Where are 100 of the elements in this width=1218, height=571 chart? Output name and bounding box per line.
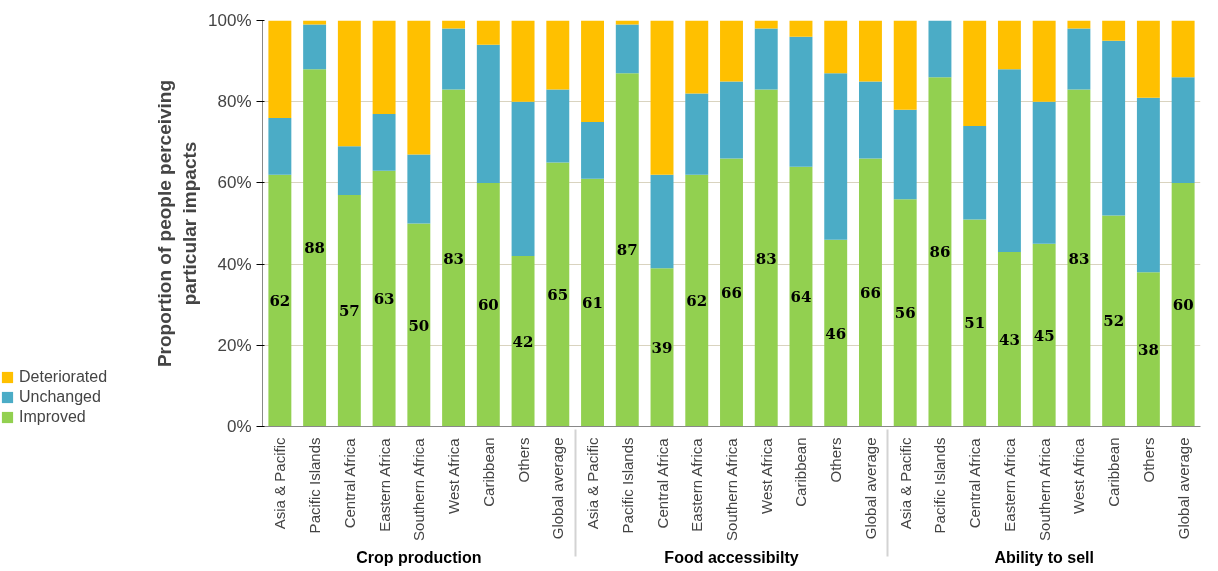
x-tick-label: Others [1139,437,1157,483]
bar [372,113,396,171]
bar [997,251,1021,427]
bar [928,20,952,78]
data-label: 66 [721,284,742,303]
bar [720,20,743,82]
bar [546,162,570,427]
x-tick-label: Pacific Islands [931,437,949,534]
bar [1136,97,1160,273]
bar [754,28,778,90]
data-label: 46 [825,324,847,343]
bar [650,174,674,269]
x-tick-label: Southern Africa [723,437,740,541]
bar [268,117,292,175]
y-tick-label: 60% [217,173,252,193]
bar [372,170,396,427]
bar [963,20,987,127]
data-label: 60 [477,296,499,315]
bar [1032,20,1056,102]
x-tick-label: Caribbean [479,437,497,507]
bar [1136,20,1160,98]
data-label: 45 [1033,326,1055,345]
data-label: 52 [1103,312,1125,331]
bar [754,20,778,29]
bar [476,20,500,45]
x-tick-label: Global average [861,437,879,540]
bar [754,89,778,427]
bar [581,20,604,122]
y-tick-label: 100% [208,11,252,30]
data-label: 62 [686,292,708,311]
data-label: 64 [790,288,812,307]
bar [407,223,431,427]
x-tick-label: Others [514,437,532,483]
bar [546,89,570,163]
bar [963,126,987,220]
bar [581,178,604,427]
bar [615,20,639,25]
x-tick-label: Caribbean [1105,437,1123,507]
data-label: 66 [860,284,881,303]
text: Ability to sell [994,548,1094,566]
bar [1102,40,1126,216]
bar [268,20,292,118]
bar [997,20,1021,70]
bar [407,154,431,224]
bar [337,195,361,427]
data-label: 51 [964,314,986,333]
bar [511,20,535,102]
bar [893,109,917,200]
bar [963,219,987,427]
bar [720,81,743,159]
bar [615,24,639,74]
bar [893,199,917,427]
x-tick-label: Eastern Africa [688,437,706,532]
x-tick-label: West Africa [445,437,463,514]
data-label: 83 [443,249,465,268]
x-tick-label: Asia & Pacific [896,437,914,530]
bar [1136,272,1160,427]
x-tick-label: Eastern Africa [1000,437,1018,532]
bar [442,20,466,29]
x-tick-label: Asia & Pacific [584,437,602,530]
data-label: 38 [1137,340,1159,359]
bar [476,182,500,427]
y-axis-title: Proportion of people perceiving particular impacts [153,79,201,368]
x-tick-label: Southern Africa [410,437,428,541]
bar [1102,20,1126,41]
data-label: 83 [755,249,777,268]
text: Crop production [356,548,482,566]
data-label: 87 [616,241,638,260]
bar [442,28,466,90]
data-label: 62 [269,292,291,311]
bar [1067,89,1091,427]
x-tick-label: West Africa [1070,437,1088,514]
y-tick-label: 20% [217,335,252,355]
bar [1032,101,1056,244]
bar [928,77,952,427]
bar [511,255,535,427]
data-label: 56 [894,304,916,323]
data-label: 63 [373,290,395,309]
bar [650,268,674,427]
x-tick-label: Global average [549,437,567,540]
y-tick-label: 0% [226,417,252,436]
y-tick-label: 40% [217,254,252,274]
bar [1032,243,1056,427]
bar [859,158,882,427]
bar [303,69,327,427]
bar [1171,77,1195,183]
bar [511,101,535,256]
legend-label: Deteriorated [19,368,108,386]
bar [372,20,396,114]
bar [407,20,431,155]
x-tick-label: Global average [1174,437,1192,540]
bar [685,20,709,94]
data-label: 39 [651,338,673,357]
bar [824,73,848,240]
legend-label: Improved [19,408,86,426]
data-label: 61 [582,294,603,313]
bar [650,20,674,175]
bar [581,122,604,179]
x-tick-label: Central Africa [966,437,984,529]
x-tick-label: Pacific Islands [306,437,324,534]
